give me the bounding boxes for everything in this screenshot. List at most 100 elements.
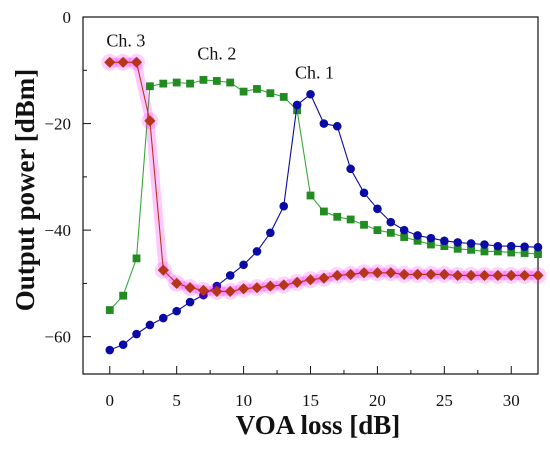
data-point: [466, 239, 476, 248]
series-ch-2: [105, 75, 542, 314]
data-point: [453, 238, 463, 247]
data-point: [146, 82, 154, 91]
data-point: [373, 204, 382, 214]
data-point: [306, 89, 315, 99]
data-point: [440, 236, 449, 246]
data-point: [212, 77, 221, 85]
data-point: [144, 115, 156, 127]
data-point: [279, 201, 289, 211]
data-point: [385, 267, 397, 279]
data-point: [345, 268, 357, 280]
data-point: [197, 284, 210, 296]
x-tick-label: 25: [436, 391, 453, 410]
data-point: [278, 279, 290, 291]
data-point: [319, 119, 329, 128]
data-point: [452, 269, 464, 282]
data-point: [185, 297, 195, 307]
data-point: [279, 93, 288, 101]
data-point: [318, 272, 330, 284]
data-point: [211, 285, 223, 298]
x-tick-label: 20: [369, 391, 386, 410]
data-point: [237, 283, 250, 295]
data-point: [534, 250, 542, 259]
data-point: [467, 245, 475, 254]
data-point: [224, 285, 236, 298]
data-point: [505, 269, 517, 282]
data-point: [293, 106, 302, 115]
y-tick-label: 0: [63, 8, 72, 27]
data-point: [438, 268, 450, 280]
data-point: [346, 164, 355, 174]
data-point: [371, 267, 384, 279]
data-point: [398, 268, 410, 280]
labels: VOA loss [dB] Output power [dBm] Ch. 3 Ch…: [10, 30, 400, 440]
x-tick-label: 15: [302, 391, 319, 410]
y-axis-title: Output power [dBm]: [10, 69, 40, 312]
x-axis-title: VOA loss [dB]: [236, 410, 401, 440]
data-point: [332, 121, 342, 131]
series-ch-3: [101, 53, 547, 300]
data-point: [292, 100, 302, 110]
data-point: [493, 247, 502, 256]
data-point: [172, 78, 181, 87]
data-point: [291, 276, 303, 288]
data-point: [533, 242, 543, 252]
data-point: [373, 226, 382, 235]
data-point: [386, 217, 396, 227]
data-point: [480, 247, 489, 256]
data-point: [145, 320, 155, 330]
data-point: [104, 56, 116, 68]
data-point: [425, 268, 437, 280]
y-tick-label: −20: [44, 115, 71, 134]
plot-area: [101, 53, 547, 355]
data-point: [105, 345, 115, 355]
data-point: [105, 306, 114, 314]
data-point: [532, 269, 544, 282]
data-point: [426, 233, 436, 243]
y-tick-label: −40: [44, 221, 71, 240]
data-point: [413, 236, 422, 245]
data-point: [239, 87, 248, 96]
x-tick-label: 0: [106, 391, 115, 410]
x-tick-label: 5: [172, 391, 181, 410]
data-point: [492, 269, 504, 282]
x-tick-label: 10: [235, 391, 252, 410]
data-point: [252, 247, 262, 256]
data-point: [239, 260, 248, 270]
data-point: [266, 89, 275, 98]
data-point: [159, 79, 168, 88]
data-point: [413, 231, 422, 240]
data-point: [132, 254, 141, 263]
data-point: [199, 75, 208, 84]
data-point: [506, 241, 516, 251]
data-point: [520, 242, 529, 251]
series-annotation: Ch. 3: [106, 30, 145, 50]
data-point: [360, 220, 368, 229]
series-line: [109, 61, 538, 292]
data-point: [132, 329, 141, 339]
data-point: [304, 274, 317, 286]
data-point: [184, 282, 196, 294]
data-point: [478, 269, 491, 282]
series-annotation: Ch. 2: [197, 44, 236, 64]
series-glow: [105, 57, 543, 296]
data-point: [358, 267, 370, 279]
data-point: [171, 277, 183, 290]
data-point: [493, 241, 503, 251]
data-point: [331, 269, 343, 282]
x-tick-label: 30: [503, 391, 520, 410]
data-point: [157, 264, 169, 276]
data-point: [117, 56, 129, 68]
data-point: [480, 240, 489, 249]
data-point: [520, 249, 529, 257]
data-point: [427, 240, 435, 249]
data-point: [319, 207, 328, 216]
data-point: [264, 280, 276, 292]
y-tick-label: −60: [44, 328, 71, 347]
data-point: [519, 269, 531, 282]
data-point: [333, 212, 342, 221]
data-point: [172, 306, 181, 316]
data-point: [186, 79, 194, 88]
data-point: [226, 78, 235, 87]
data-point: [411, 268, 424, 280]
